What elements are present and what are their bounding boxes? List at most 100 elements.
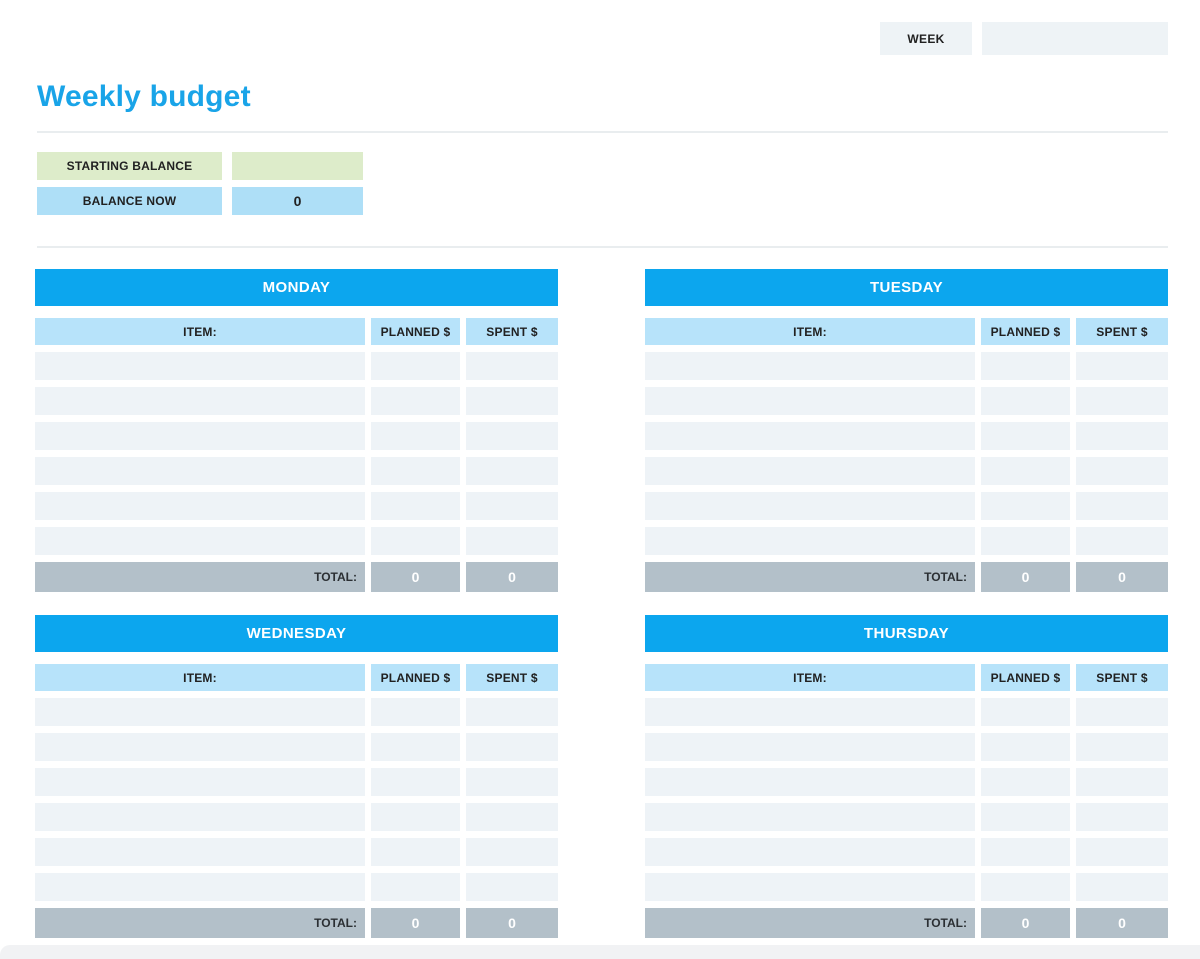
item-cell[interactable] [645, 492, 975, 520]
column-header-planned: PLANNED $ [371, 318, 460, 345]
item-cell[interactable] [35, 457, 365, 485]
planned-cell[interactable] [981, 352, 1070, 380]
spent-cell[interactable] [1076, 457, 1168, 485]
spent-cell[interactable] [466, 698, 558, 726]
planned-cell[interactable] [371, 838, 460, 866]
spent-cell[interactable] [466, 733, 558, 761]
planned-cell[interactable] [371, 768, 460, 796]
planned-cell[interactable] [981, 873, 1070, 901]
table-row [35, 768, 558, 796]
planned-cell[interactable] [371, 352, 460, 380]
item-cell[interactable] [645, 527, 975, 555]
divider-middle [37, 246, 1168, 248]
starting-balance-input[interactable] [232, 152, 363, 180]
spent-cell[interactable] [466, 527, 558, 555]
planned-cell[interactable] [371, 698, 460, 726]
item-cell[interactable] [645, 457, 975, 485]
planned-cell[interactable] [371, 873, 460, 901]
planned-cell[interactable] [371, 803, 460, 831]
item-cell[interactable] [645, 873, 975, 901]
spent-cell[interactable] [466, 387, 558, 415]
planned-cell[interactable] [371, 422, 460, 450]
total-spent-value: 0 [1076, 908, 1168, 938]
item-cell[interactable] [645, 698, 975, 726]
planned-cell[interactable] [981, 768, 1070, 796]
spent-cell[interactable] [1076, 492, 1168, 520]
total-spent-value: 0 [466, 908, 558, 938]
spent-cell[interactable] [466, 492, 558, 520]
balance-now-row: BALANCE NOW 0 [37, 187, 1200, 215]
spent-cell[interactable] [1076, 422, 1168, 450]
item-cell[interactable] [35, 698, 365, 726]
total-planned-value: 0 [981, 908, 1070, 938]
planned-cell[interactable] [981, 387, 1070, 415]
item-cell[interactable] [35, 873, 365, 901]
spent-cell[interactable] [1076, 698, 1168, 726]
item-cell[interactable] [645, 733, 975, 761]
column-header-planned: PLANNED $ [981, 664, 1070, 691]
item-cell[interactable] [35, 838, 365, 866]
item-cell[interactable] [645, 768, 975, 796]
planned-cell[interactable] [981, 733, 1070, 761]
item-cell[interactable] [645, 422, 975, 450]
spent-cell[interactable] [466, 457, 558, 485]
item-cell[interactable] [35, 733, 365, 761]
spent-cell[interactable] [1076, 873, 1168, 901]
planned-cell[interactable] [981, 422, 1070, 450]
week-input[interactable] [982, 22, 1168, 55]
spent-cell[interactable] [466, 352, 558, 380]
item-cell[interactable] [35, 387, 365, 415]
planned-cell[interactable] [371, 457, 460, 485]
spent-cell[interactable] [466, 422, 558, 450]
spent-cell[interactable] [466, 873, 558, 901]
item-cell[interactable] [35, 803, 365, 831]
spent-cell[interactable] [1076, 387, 1168, 415]
item-cell[interactable] [645, 352, 975, 380]
spent-cell[interactable] [466, 838, 558, 866]
table-row [645, 492, 1168, 520]
column-header-item: ITEM: [645, 664, 975, 691]
item-cell[interactable] [35, 422, 365, 450]
planned-cell[interactable] [981, 698, 1070, 726]
spent-cell[interactable] [1076, 768, 1168, 796]
table-row [645, 803, 1168, 831]
item-cell[interactable] [35, 768, 365, 796]
column-header-planned: PLANNED $ [371, 664, 460, 691]
total-label: TOTAL: [35, 908, 365, 938]
spent-cell[interactable] [1076, 733, 1168, 761]
planned-cell[interactable] [981, 527, 1070, 555]
spent-cell[interactable] [466, 768, 558, 796]
planned-cell[interactable] [981, 803, 1070, 831]
item-cell[interactable] [645, 803, 975, 831]
table-row [35, 457, 558, 485]
table-row [35, 733, 558, 761]
column-header-spent: SPENT $ [466, 318, 558, 345]
planned-cell[interactable] [371, 492, 460, 520]
spent-cell[interactable] [1076, 803, 1168, 831]
planned-cell[interactable] [371, 733, 460, 761]
item-cell[interactable] [645, 387, 975, 415]
total-planned-value: 0 [981, 562, 1070, 592]
item-cell[interactable] [645, 838, 975, 866]
column-header-planned: PLANNED $ [981, 318, 1070, 345]
total-label: TOTAL: [35, 562, 365, 592]
planned-cell[interactable] [981, 838, 1070, 866]
item-cell[interactable] [35, 352, 365, 380]
spent-cell[interactable] [466, 803, 558, 831]
total-spent-value: 0 [466, 562, 558, 592]
balance-now-label: BALANCE NOW [37, 187, 222, 215]
planned-cell[interactable] [371, 527, 460, 555]
table-row [645, 768, 1168, 796]
item-cell[interactable] [35, 492, 365, 520]
spent-cell[interactable] [1076, 838, 1168, 866]
planned-cell[interactable] [981, 492, 1070, 520]
spent-cell[interactable] [1076, 527, 1168, 555]
planned-cell[interactable] [371, 387, 460, 415]
item-cell[interactable] [35, 527, 365, 555]
column-header-item: ITEM: [645, 318, 975, 345]
table-row [645, 387, 1168, 415]
total-planned-value: 0 [371, 908, 460, 938]
planned-cell[interactable] [981, 457, 1070, 485]
day-header: TUESDAY [645, 269, 1168, 306]
spent-cell[interactable] [1076, 352, 1168, 380]
